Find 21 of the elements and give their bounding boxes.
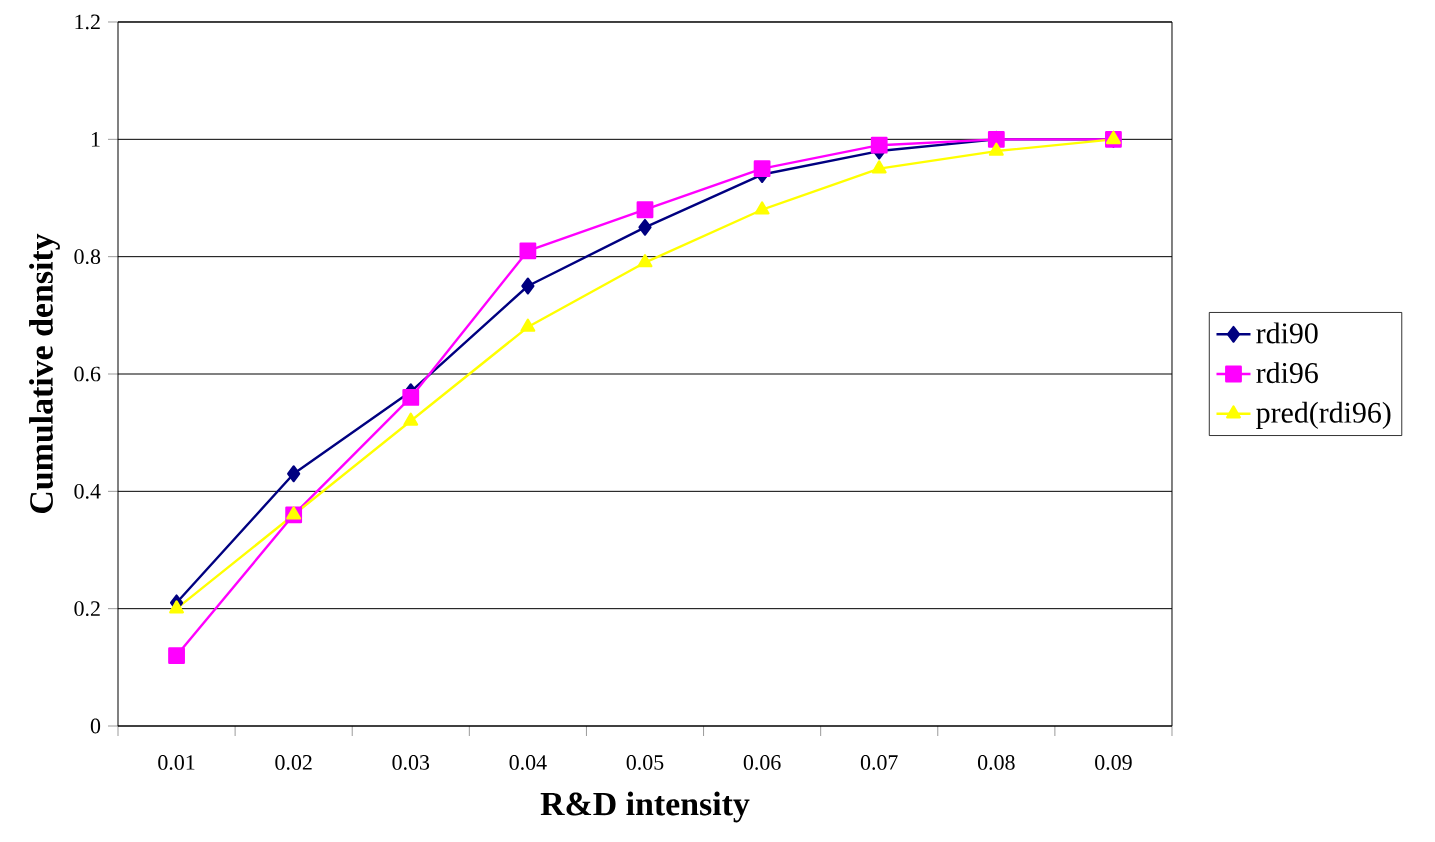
y-tick-label: 1.2 (75, 14, 100, 30)
y-tick-label: 0.6 (74, 366, 101, 382)
y-tick-label: 0.8 (74, 249, 101, 265)
x-tick-label: 0.04 (509, 755, 547, 770)
x-axis-title: R&D intensity (540, 791, 750, 823)
x-tick-label: 0.08 (977, 755, 1015, 770)
y-tick-label: 0.2 (74, 601, 100, 617)
legend-label: pred(rdi96) (1256, 401, 1391, 429)
y-axis-title: Cumulative density (29, 233, 60, 514)
x-tick-label: 0.09 (1095, 755, 1132, 770)
y-tick-label: 0 (90, 718, 101, 734)
y-tick-label: 0.4 (74, 483, 101, 499)
y-tick-label: 1 (91, 132, 100, 147)
x-tick-label: 0.03 (392, 755, 430, 770)
legend-label: rdi90 (1256, 322, 1318, 344)
x-tick-label: 0.06 (743, 755, 781, 770)
x-tick-label: 0.02 (275, 755, 312, 770)
x-tick-label: 0.07 (860, 755, 898, 770)
x-tick-label: 0.01 (158, 755, 195, 770)
x-tick-label: 0.05 (626, 755, 664, 770)
legend-label: rdi96 (1256, 362, 1318, 384)
